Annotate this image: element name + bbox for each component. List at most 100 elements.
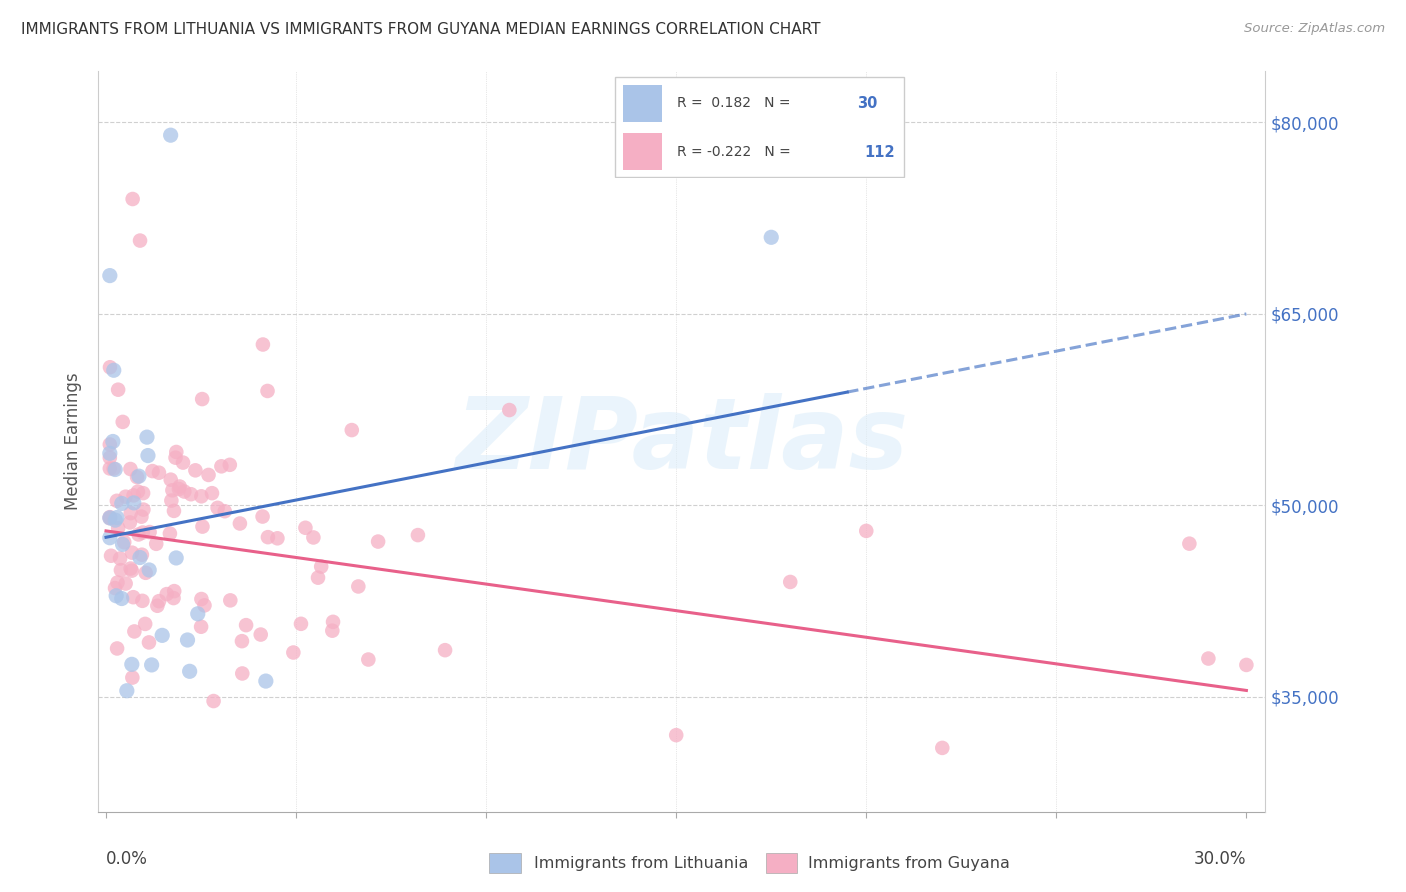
Point bbox=[229, 516, 252, 531]
Point bbox=[111, 537, 134, 551]
Point bbox=[159, 526, 181, 541]
Text: Immigrants from Lithuania: Immigrants from Lithuania bbox=[534, 856, 748, 871]
Point bbox=[101, 434, 124, 449]
Point bbox=[209, 459, 232, 474]
Point bbox=[159, 128, 181, 143]
Point bbox=[98, 450, 121, 465]
Point bbox=[138, 563, 160, 577]
Point bbox=[309, 559, 332, 574]
Point bbox=[165, 445, 187, 459]
Point bbox=[235, 618, 257, 632]
Point bbox=[201, 486, 224, 500]
Point bbox=[179, 665, 201, 679]
Point bbox=[138, 635, 160, 649]
Point bbox=[254, 674, 277, 689]
Point bbox=[434, 643, 457, 657]
Bar bbox=[766, 854, 797, 873]
Point bbox=[173, 484, 195, 499]
Point bbox=[112, 535, 135, 549]
Point bbox=[167, 482, 190, 496]
Point bbox=[159, 473, 181, 487]
Point bbox=[347, 579, 370, 593]
Point bbox=[121, 671, 143, 685]
Point bbox=[141, 657, 163, 672]
Point bbox=[187, 607, 209, 621]
Point bbox=[931, 740, 953, 755]
Point bbox=[190, 592, 212, 607]
Text: Immigrants from Guyana: Immigrants from Guyana bbox=[808, 856, 1011, 871]
Point bbox=[163, 584, 186, 599]
Point bbox=[266, 531, 288, 545]
Point bbox=[115, 683, 138, 698]
Point bbox=[111, 496, 134, 510]
Point bbox=[197, 467, 219, 482]
Point bbox=[761, 230, 783, 244]
Point bbox=[114, 576, 136, 591]
Point bbox=[150, 628, 173, 642]
Point bbox=[214, 504, 236, 518]
Point bbox=[98, 268, 121, 283]
Point bbox=[283, 646, 305, 660]
Point bbox=[120, 506, 142, 520]
Point bbox=[108, 551, 131, 566]
Point bbox=[98, 437, 121, 451]
Text: 0.0%: 0.0% bbox=[105, 850, 148, 868]
Point bbox=[120, 561, 142, 575]
Point bbox=[121, 657, 143, 672]
Point bbox=[322, 615, 344, 629]
Text: R = -0.222   N =: R = -0.222 N = bbox=[676, 145, 794, 160]
Point bbox=[136, 430, 159, 444]
Point bbox=[104, 462, 127, 476]
Point bbox=[114, 490, 136, 504]
Point bbox=[665, 728, 688, 742]
Point bbox=[105, 641, 128, 656]
Point bbox=[98, 446, 121, 460]
Point bbox=[125, 470, 148, 484]
Point bbox=[132, 486, 155, 500]
Point bbox=[165, 550, 187, 565]
Point bbox=[105, 493, 128, 508]
Point bbox=[135, 566, 157, 580]
Point bbox=[129, 234, 152, 248]
Point bbox=[148, 594, 170, 608]
Point bbox=[191, 519, 214, 533]
Point bbox=[100, 549, 122, 563]
Point bbox=[1234, 657, 1257, 672]
Point bbox=[103, 461, 125, 475]
Point bbox=[294, 521, 316, 535]
Point bbox=[111, 591, 134, 606]
Text: 30: 30 bbox=[856, 95, 877, 111]
Point bbox=[127, 484, 149, 499]
Point bbox=[202, 694, 225, 708]
Point bbox=[122, 496, 145, 510]
Point bbox=[357, 652, 380, 666]
Point bbox=[148, 466, 170, 480]
Point bbox=[146, 599, 169, 613]
Point bbox=[340, 423, 363, 437]
Point bbox=[118, 516, 141, 530]
Point bbox=[104, 513, 127, 527]
Point bbox=[105, 510, 128, 524]
Point bbox=[162, 591, 184, 605]
Point bbox=[190, 489, 212, 503]
Point bbox=[321, 624, 343, 638]
Point bbox=[121, 192, 143, 206]
Point bbox=[141, 464, 163, 478]
Point bbox=[218, 458, 240, 472]
Text: 112: 112 bbox=[865, 145, 894, 160]
Point bbox=[231, 634, 253, 648]
Point bbox=[107, 575, 129, 590]
Bar bbox=[623, 85, 662, 122]
Point bbox=[184, 463, 207, 477]
Point bbox=[132, 502, 155, 516]
Point bbox=[176, 632, 198, 647]
Y-axis label: Median Earnings: Median Earnings bbox=[65, 373, 83, 510]
Point bbox=[367, 534, 389, 549]
Point bbox=[131, 548, 153, 562]
Point bbox=[165, 450, 187, 465]
Point bbox=[111, 415, 134, 429]
Point bbox=[136, 449, 159, 463]
Text: IMMIGRANTS FROM LITHUANIA VS IMMIGRANTS FROM GUYANA MEDIAN EARNINGS CORRELATION : IMMIGRANTS FROM LITHUANIA VS IMMIGRANTS … bbox=[21, 22, 821, 37]
Point bbox=[124, 624, 146, 639]
Text: R =  0.182   N =: R = 0.182 N = bbox=[676, 96, 794, 110]
